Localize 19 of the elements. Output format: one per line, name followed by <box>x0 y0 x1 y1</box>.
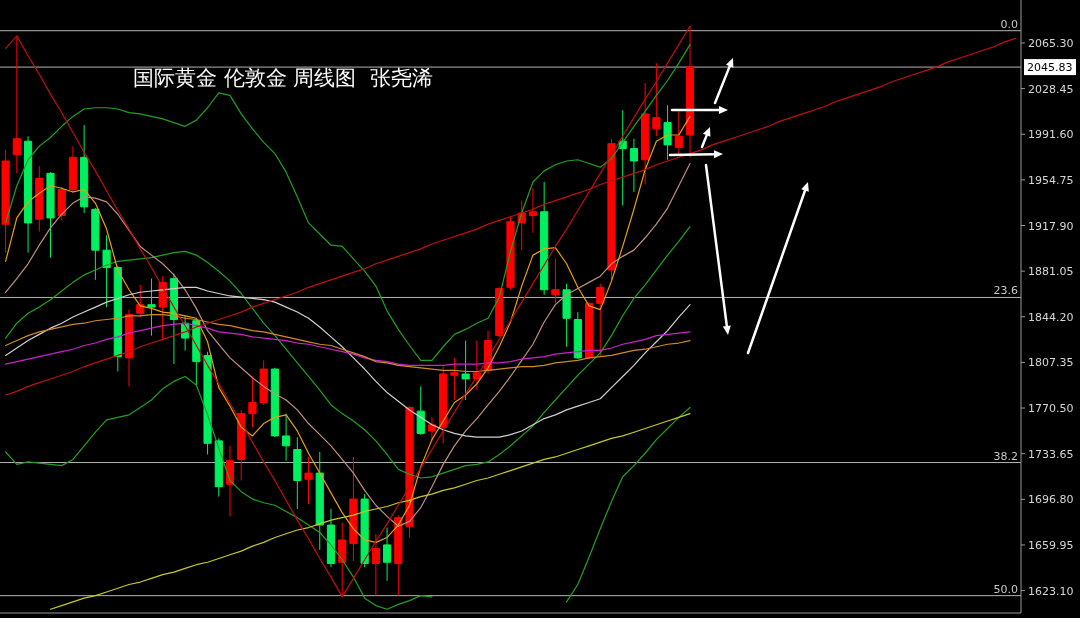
y-tick-label: 1623.10 <box>1028 584 1074 598</box>
title: 国际黄金 伦敦金 周线图 张尧浠 <box>133 66 433 90</box>
annotation: 23.6 <box>993 284 1018 298</box>
y-tick-label: 2065.30 <box>1028 36 1074 50</box>
y-tick-label: 1659.95 <box>1028 538 1074 552</box>
y-tick-label: 1991.60 <box>1028 128 1074 142</box>
y-tick-label: 1733.65 <box>1028 447 1074 461</box>
y-tick-label: 1917.90 <box>1028 219 1074 233</box>
y-tick-label: 1807.35 <box>1028 356 1074 370</box>
y-tick-label: 1844.20 <box>1028 310 1074 324</box>
annotation: 0.0 <box>1000 17 1018 31</box>
y-tick-label: 1770.50 <box>1028 402 1074 416</box>
annotation: 38.2 <box>993 449 1018 463</box>
ref-line-label: 2045.83 <box>1027 61 1073 75</box>
y-tick-label: 1954.75 <box>1028 173 1074 187</box>
y-tick-label: 2028.45 <box>1028 82 1074 96</box>
annotation: 50.0 <box>993 582 1018 596</box>
y-tick-label: 1696.80 <box>1028 493 1074 507</box>
y-tick-label: 1881.05 <box>1028 265 1074 279</box>
